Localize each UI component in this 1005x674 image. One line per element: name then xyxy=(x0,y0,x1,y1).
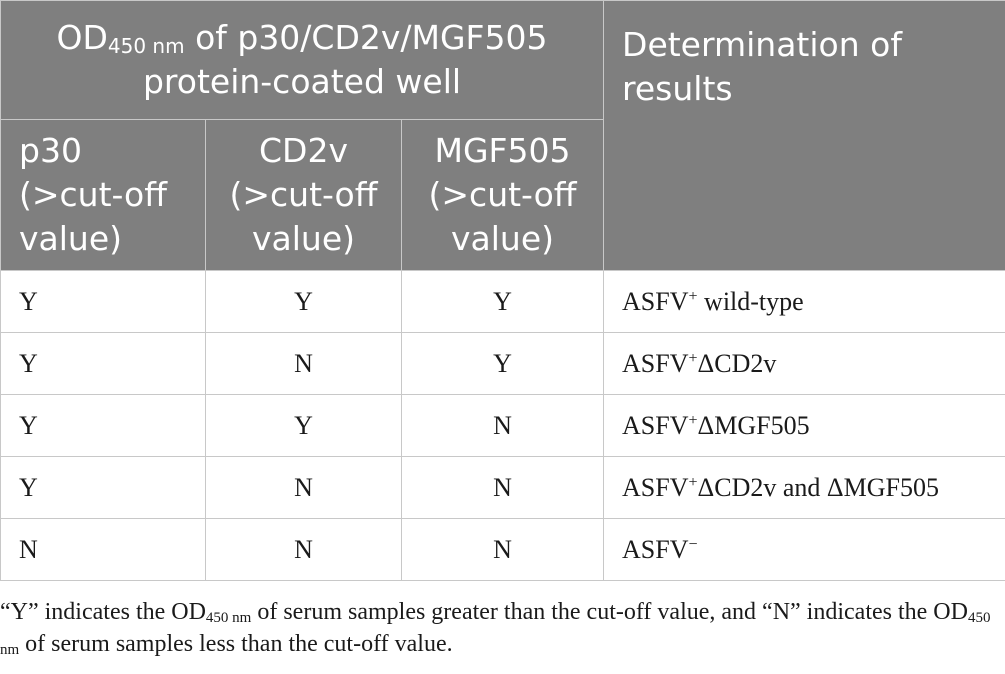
od-label: OD xyxy=(56,18,108,57)
mgf505-cell: N xyxy=(400,394,605,457)
mgf505-column-header: MGF505 (>cut-off value) xyxy=(400,119,605,271)
cd2v-cell: N xyxy=(205,456,402,519)
table-footnote: “Y” indicates the OD450 nm of serum samp… xyxy=(0,596,1000,660)
result-cell: ASFV− xyxy=(603,518,1005,581)
p30-cell: Y xyxy=(0,394,206,457)
p30-cell: Y xyxy=(0,456,206,519)
cd2v-column-header: CD2v (>cut-off value) xyxy=(205,119,402,271)
result-superscript: + xyxy=(688,411,698,429)
footnote-text: of serum samples less than the cut-off v… xyxy=(19,631,453,657)
result-superscript: − xyxy=(688,535,698,553)
result-cell: ASFV+ΔCD2v xyxy=(603,332,1005,395)
od-group-header: OD450 nm of p30/CD2v/MGF505 protein-coat… xyxy=(0,0,605,120)
table-header: OD450 nm of p30/CD2v/MGF505 protein-coat… xyxy=(0,0,1005,271)
header-row-sub: p30 (>cut-off value) CD2v (>cut-off valu… xyxy=(0,119,1005,271)
mgf505-cell: N xyxy=(400,518,605,581)
result-cell: ASFV+ΔCD2v and ΔMGF505 xyxy=(603,456,1005,519)
result-base: ASFV xyxy=(622,534,689,564)
table-row: Y Y Y ASFV+ wild-type xyxy=(0,270,1005,333)
p30-cell: Y xyxy=(0,270,206,333)
table-row: Y N N ASFV+ΔCD2v and ΔMGF505 xyxy=(0,456,1005,519)
result-cell: ASFV+ wild-type xyxy=(603,270,1005,333)
cd2v-cell: N xyxy=(205,518,402,581)
determination-header: Determination of results xyxy=(603,0,1005,271)
od-label-rest: of p30/CD2v/MGF505 protein-coated well xyxy=(142,18,548,101)
header-row-top: OD450 nm of p30/CD2v/MGF505 protein-coat… xyxy=(0,0,1005,271)
result-base: ASFV xyxy=(622,348,689,378)
p30-column-header: p30 (>cut-off value) xyxy=(0,119,206,271)
result-rest: ΔMGF505 xyxy=(697,410,810,440)
result-base: ASFV xyxy=(622,472,689,502)
result-base: ASFV xyxy=(622,410,689,440)
mgf505-cell: Y xyxy=(400,270,605,333)
result-rest: ΔCD2v and ΔMGF505 xyxy=(697,472,939,502)
table-row: Y Y N ASFV+ΔMGF505 xyxy=(0,394,1005,457)
result-base: ASFV xyxy=(622,286,689,316)
mgf505-cell: N xyxy=(400,456,605,519)
table-body: Y Y Y ASFV+ wild-type Y N Y ASFV+ΔCD2v Y… xyxy=(0,270,1005,581)
result-superscript: + xyxy=(688,349,698,367)
footnote-subscript: 450 nm xyxy=(205,610,252,626)
result-cell: ASFV+ΔMGF505 xyxy=(603,394,1005,457)
result-rest: ΔCD2v xyxy=(697,348,777,378)
results-table: OD450 nm of p30/CD2v/MGF505 protein-coat… xyxy=(0,0,1005,581)
result-rest: wild-type xyxy=(697,286,804,316)
cd2v-cell: Y xyxy=(205,270,402,333)
result-superscript: + xyxy=(688,287,698,305)
p30-cell: Y xyxy=(0,332,206,395)
cd2v-cell: Y xyxy=(205,394,402,457)
mgf505-cell: Y xyxy=(400,332,605,395)
table-row: Y N Y ASFV+ΔCD2v xyxy=(0,332,1005,395)
footnote-text: “Y” indicates the OD xyxy=(0,599,206,625)
p30-cell: N xyxy=(0,518,206,581)
table-row: N N N ASFV− xyxy=(0,518,1005,581)
cd2v-cell: N xyxy=(205,332,402,395)
od-label-subscript: 450 nm xyxy=(107,34,185,58)
footnote-subscript: 450 nm xyxy=(0,610,991,658)
result-superscript: + xyxy=(688,473,698,491)
footnote-text: of serum samples greater than the cut-of… xyxy=(251,599,968,625)
